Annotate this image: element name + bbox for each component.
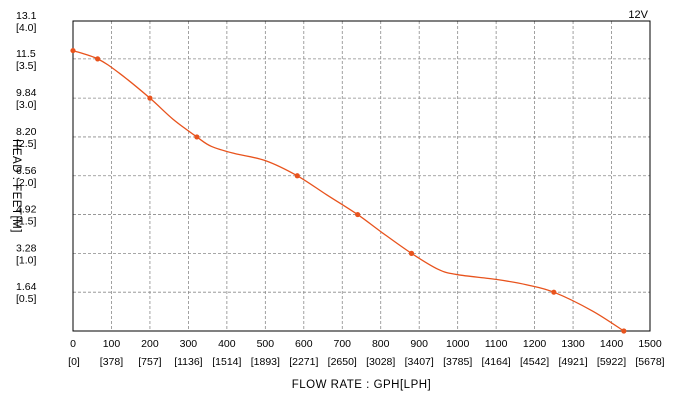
y-tick-label: 13.1: [16, 10, 37, 22]
data-point: [551, 289, 557, 295]
x-tick-label-metric: [3028]: [366, 356, 395, 368]
y-tick-label-metric: [3.0]: [16, 99, 37, 111]
data-point: [147, 95, 153, 101]
x-tick-label-metric: [0]: [68, 356, 80, 368]
x-tick-label-metric: [4542]: [520, 356, 549, 368]
legend-label-12v: 12V: [628, 9, 648, 21]
x-tick-label: 800: [372, 338, 390, 350]
y-axis-ticks: 1.64[0.5] 3.28[1.0] 4.92[1.5] 6.56[2.0] 8.20…: [16, 10, 37, 305]
y-tick-label-metric: [4.0]: [16, 22, 37, 34]
x-tick-label-metric: [757]: [138, 356, 161, 368]
x-tick-label: 1100: [485, 338, 508, 350]
x-tick-label-metric: [3785]: [443, 356, 472, 368]
x-tick-label: 1500: [638, 338, 662, 350]
x-tick-label: 1200: [523, 338, 547, 350]
x-tick-label: 100: [103, 338, 121, 350]
y-axis-title: HEAD : FEET[M]: [10, 139, 22, 233]
x-tick-label-metric: [5922]: [597, 356, 626, 368]
data-point: [355, 211, 361, 218]
y-tick-label-metric: [0.5]: [16, 293, 37, 305]
x-tick-label-metric: [3407]: [405, 356, 434, 368]
series-line-12v: [72, 49, 625, 332]
x-tick-label-metric: [378]: [100, 356, 123, 368]
x-tick-label: 200: [141, 338, 159, 350]
plot-area-frame: [72, 20, 651, 332]
y-tick-label-metric: [1.0]: [16, 254, 37, 266]
y-tick-label: 11.5: [16, 48, 36, 60]
x-tick-label-metric: [1514]: [212, 356, 241, 368]
x-tick-label: 0: [70, 338, 76, 350]
x-tick-label-metric: [5678]: [635, 356, 664, 368]
x-tick-label-metric: [2271]: [289, 356, 318, 368]
y-tick-label-metric: [2.5]: [16, 138, 37, 150]
x-tick-label: 1300: [561, 338, 585, 350]
x-tick-label: 1400: [600, 338, 624, 350]
x-tick-label-metric: [1136]: [174, 356, 202, 368]
x-tick-label: 1000: [446, 338, 470, 350]
x-tick-label: 700: [334, 338, 352, 350]
x-tick-label-metric: [4921]: [558, 356, 587, 368]
series-points: [70, 47, 627, 334]
x-tick-label-metric: [4164]: [482, 356, 511, 368]
y-tick-label: 1.64: [16, 281, 37, 293]
data-point: [408, 250, 415, 256]
x-tick-label: 900: [410, 338, 428, 350]
x-tick-label: 500: [257, 338, 275, 350]
x-tick-label-metric: [2650]: [328, 356, 357, 368]
y-tick-label-metric: [3.5]: [16, 60, 37, 72]
x-tick-label: 400: [218, 338, 236, 350]
y-tick-label: 9.84: [16, 87, 37, 99]
y-tick-label: 6.56: [16, 165, 37, 177]
data-point: [95, 56, 101, 62]
data-point: [621, 328, 627, 334]
y-tick-label-metric: [2.0]: [16, 177, 37, 189]
data-point: [294, 173, 300, 179]
y-tick-label: 4.92: [16, 204, 37, 216]
data-point: [70, 47, 76, 54]
x-axis-title: FLOW RATE : GPH[LPH]: [292, 379, 432, 391]
y-tick-label-metric: [1.5]: [16, 216, 37, 228]
grid-lines: [73, 21, 650, 331]
x-tick-label: 300: [180, 338, 198, 350]
x-axis-ticks: 0 [0] 100 [378] 200 [757] 300 [1136] 400 [1514] 50…: [68, 338, 665, 368]
y-tick-label: 3.28: [16, 242, 37, 254]
x-tick-label-metric: [1893]: [251, 356, 280, 368]
y-tick-label: 8.20: [16, 126, 37, 138]
data-point: [194, 134, 200, 140]
x-tick-label: 600: [295, 338, 313, 350]
